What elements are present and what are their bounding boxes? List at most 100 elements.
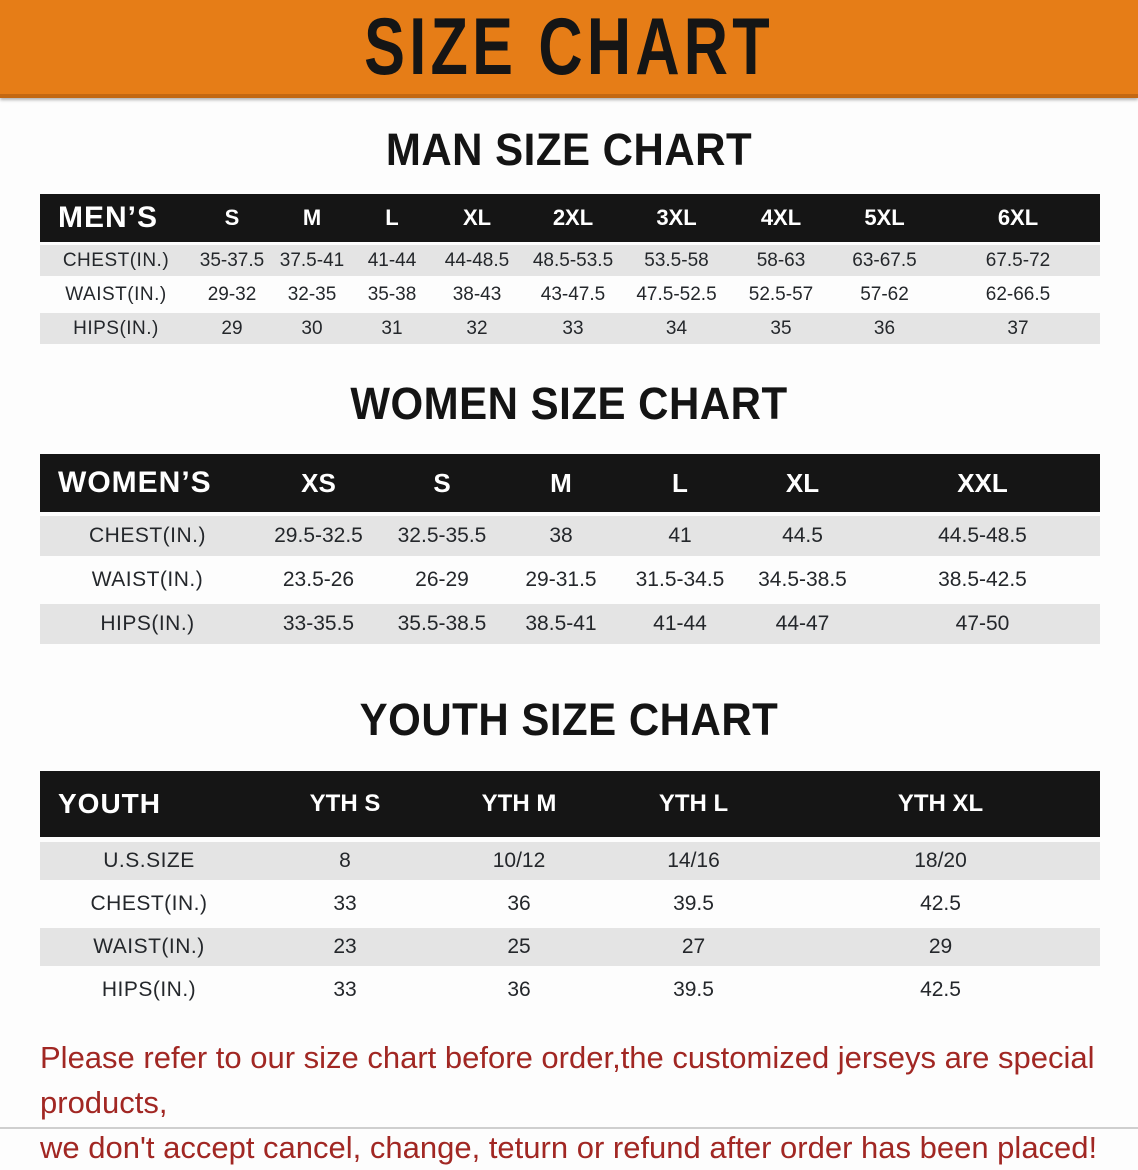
cell-value: 36: [432, 971, 606, 1009]
man-size-chart-heading: MAN SIZE CHART: [385, 124, 753, 175]
cell-value: 38.5-42.5: [865, 560, 1100, 600]
cell-value: 35-38: [352, 279, 432, 310]
cell-value: 35: [729, 313, 833, 344]
cell-value: 10/12: [432, 842, 606, 880]
row-label: WAIST(IN.): [40, 928, 258, 966]
womens-size-table: WOMEN’S XS S M L XL XXL CHEST(IN.) 29.5-32.5 32.5…: [40, 454, 1100, 644]
column-header: S: [192, 194, 272, 242]
column-header: YTH XL: [781, 771, 1100, 837]
bottom-divider: [0, 1127, 1138, 1129]
cell-value: 31: [352, 313, 432, 344]
cell-value: 44.5: [740, 516, 865, 556]
disclaimer-line-1: Please refer to our size chart before or…: [40, 1040, 1095, 1120]
column-header: 2XL: [522, 194, 624, 242]
cell-value: 44.5-48.5: [865, 516, 1100, 556]
mens-size-table: MEN’S S M L XL 2XL 3XL 4XL 5XL 6XL CHEST(IN.) 35-37…: [40, 194, 1100, 344]
column-header: 6XL: [936, 194, 1100, 242]
row-label: WAIST(IN.): [40, 279, 192, 310]
row-label: HIPS(IN.): [40, 604, 255, 644]
cell-value: 39.5: [606, 885, 781, 923]
youth-size-table: YOUTH YTH S YTH M YTH L YTH XL U.S.SIZE 8 10/12…: [40, 771, 1100, 1009]
cell-value: 35.5-38.5: [382, 604, 502, 644]
cell-value: 32.5-35.5: [382, 516, 502, 556]
table-corner-label: MEN’S: [40, 194, 192, 242]
cell-value: 30: [272, 313, 352, 344]
cell-value: 36: [432, 885, 606, 923]
cell-value: 57-62: [833, 279, 936, 310]
row-label: CHEST(IN.): [40, 885, 258, 923]
column-header: YTH L: [606, 771, 781, 837]
cell-value: 48.5-53.5: [522, 245, 624, 276]
column-header: L: [620, 454, 740, 512]
cell-value: 33-35.5: [255, 604, 382, 644]
cell-value: 42.5: [781, 885, 1100, 923]
column-header: M: [272, 194, 352, 242]
cell-value: 67.5-72: [936, 245, 1100, 276]
column-header: YTH S: [258, 771, 432, 837]
cell-value: 43-47.5: [522, 279, 624, 310]
cell-value: 36: [833, 313, 936, 344]
column-header: 5XL: [833, 194, 936, 242]
cell-value: 41: [620, 516, 740, 556]
row-label: HIPS(IN.): [40, 313, 192, 344]
cell-value: 23: [258, 928, 432, 966]
row-label: CHEST(IN.): [40, 245, 192, 276]
column-header: YTH M: [432, 771, 606, 837]
cell-value: 23.5-26: [255, 560, 382, 600]
youth-size-chart-heading: YOUTH SIZE CHART: [359, 694, 779, 745]
cell-value: 41-44: [352, 245, 432, 276]
cell-value: 29-31.5: [502, 560, 620, 600]
cell-value: 33: [522, 313, 624, 344]
row-label: U.S.SIZE: [40, 842, 258, 880]
cell-value: 38: [502, 516, 620, 556]
cell-value: 33: [258, 885, 432, 923]
cell-value: 37.5-41: [272, 245, 352, 276]
cell-value: 63-67.5: [833, 245, 936, 276]
cell-value: 29: [192, 313, 272, 344]
cell-value: 39.5: [606, 971, 781, 1009]
order-disclaimer: Please refer to our size chart before or…: [40, 1035, 1118, 1170]
cell-value: 31.5-34.5: [620, 560, 740, 600]
cell-value: 8: [258, 842, 432, 880]
table-corner-label: YOUTH: [40, 771, 258, 837]
cell-value: 58-63: [729, 245, 833, 276]
column-header: XXL: [865, 454, 1100, 512]
banner-title: SIZE CHART: [364, 2, 774, 92]
cell-value: 29.5-32.5: [255, 516, 382, 556]
cell-value: 33: [258, 971, 432, 1009]
cell-value: 47.5-52.5: [624, 279, 729, 310]
cell-value: 44-48.5: [432, 245, 522, 276]
cell-value: 32: [432, 313, 522, 344]
cell-value: 32-35: [272, 279, 352, 310]
table-corner-label: WOMEN’S: [40, 454, 255, 512]
row-label: HIPS(IN.): [40, 971, 258, 1009]
cell-value: 47-50: [865, 604, 1100, 644]
column-header: XS: [255, 454, 382, 512]
cell-value: 37: [936, 313, 1100, 344]
cell-value: 44-47: [740, 604, 865, 644]
cell-value: 29-32: [192, 279, 272, 310]
cell-value: 38-43: [432, 279, 522, 310]
cell-value: 34: [624, 313, 729, 344]
column-header: 3XL: [624, 194, 729, 242]
cell-value: 42.5: [781, 971, 1100, 1009]
cell-value: 26-29: [382, 560, 502, 600]
cell-value: 53.5-58: [624, 245, 729, 276]
cell-value: 14/16: [606, 842, 781, 880]
cell-value: 41-44: [620, 604, 740, 644]
cell-value: 34.5-38.5: [740, 560, 865, 600]
cell-value: 38.5-41: [502, 604, 620, 644]
cell-value: 35-37.5: [192, 245, 272, 276]
column-header: XL: [432, 194, 522, 242]
column-header: L: [352, 194, 432, 242]
women-size-chart-heading: WOMEN SIZE CHART: [350, 378, 788, 429]
column-header: 4XL: [729, 194, 833, 242]
cell-value: 52.5-57: [729, 279, 833, 310]
cell-value: 62-66.5: [936, 279, 1100, 310]
column-header: S: [382, 454, 502, 512]
cell-value: 18/20: [781, 842, 1100, 880]
column-header: XL: [740, 454, 865, 512]
cell-value: 25: [432, 928, 606, 966]
size-chart-banner: SIZE CHART: [0, 0, 1138, 98]
cell-value: 29: [781, 928, 1100, 966]
